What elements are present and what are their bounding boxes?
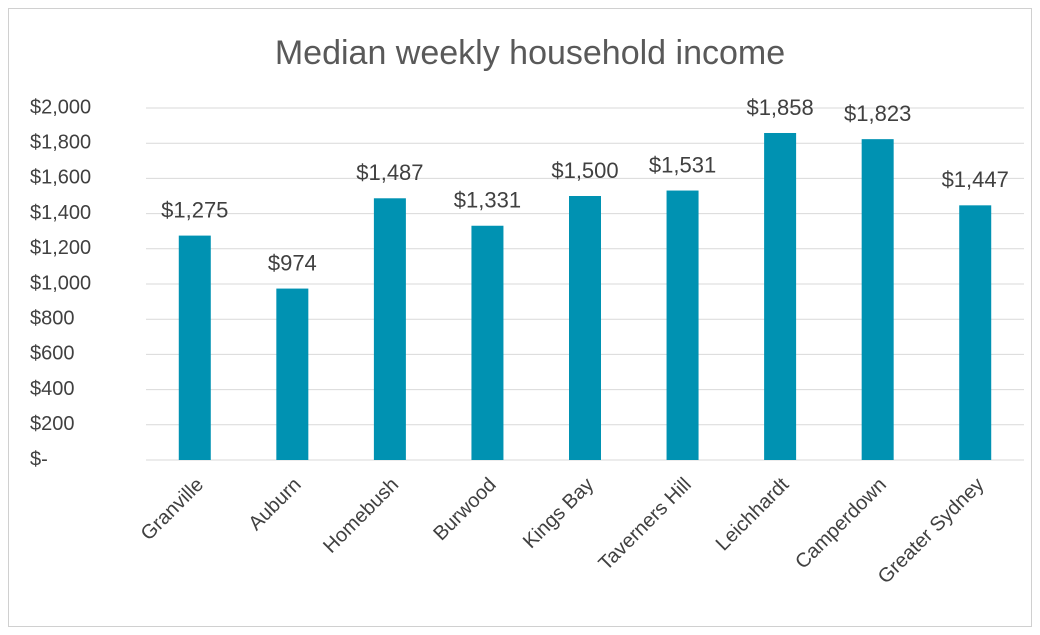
- y-tick-label: $1,400: [30, 202, 91, 224]
- bar: [276, 288, 309, 460]
- value-label: $1,531: [649, 152, 716, 177]
- y-tick-label: $800: [30, 307, 75, 329]
- bar: [569, 196, 601, 460]
- value-label: $1,331: [454, 188, 521, 213]
- value-label: $1,487: [356, 160, 423, 185]
- y-tick-label: $-: [30, 448, 48, 470]
- value-label: $1,500: [551, 158, 618, 183]
- chart-title: Median weekly household income: [275, 34, 785, 72]
- y-tick-label: $200: [30, 413, 75, 435]
- y-tick-label: $1,600: [30, 167, 91, 189]
- value-label: $1,858: [746, 95, 813, 120]
- bar: [471, 225, 504, 460]
- bar: [178, 235, 211, 460]
- y-tick-label: $600: [30, 343, 75, 365]
- bar: [666, 190, 699, 460]
- value-label: $1,447: [942, 167, 1009, 192]
- value-label: $1,275: [161, 197, 228, 222]
- y-tick-label: $1,000: [30, 272, 91, 294]
- y-tick-label: $2,000: [30, 96, 91, 118]
- bar: [373, 198, 406, 460]
- value-label: $1,823: [844, 101, 911, 126]
- bar: [861, 139, 894, 461]
- y-tick-label: $1,800: [30, 131, 91, 153]
- bar: [764, 132, 797, 460]
- bar: [959, 205, 992, 460]
- value-label: $974: [268, 250, 317, 275]
- y-tick-label: $400: [30, 378, 75, 400]
- y-tick-label: $1,200: [30, 237, 91, 259]
